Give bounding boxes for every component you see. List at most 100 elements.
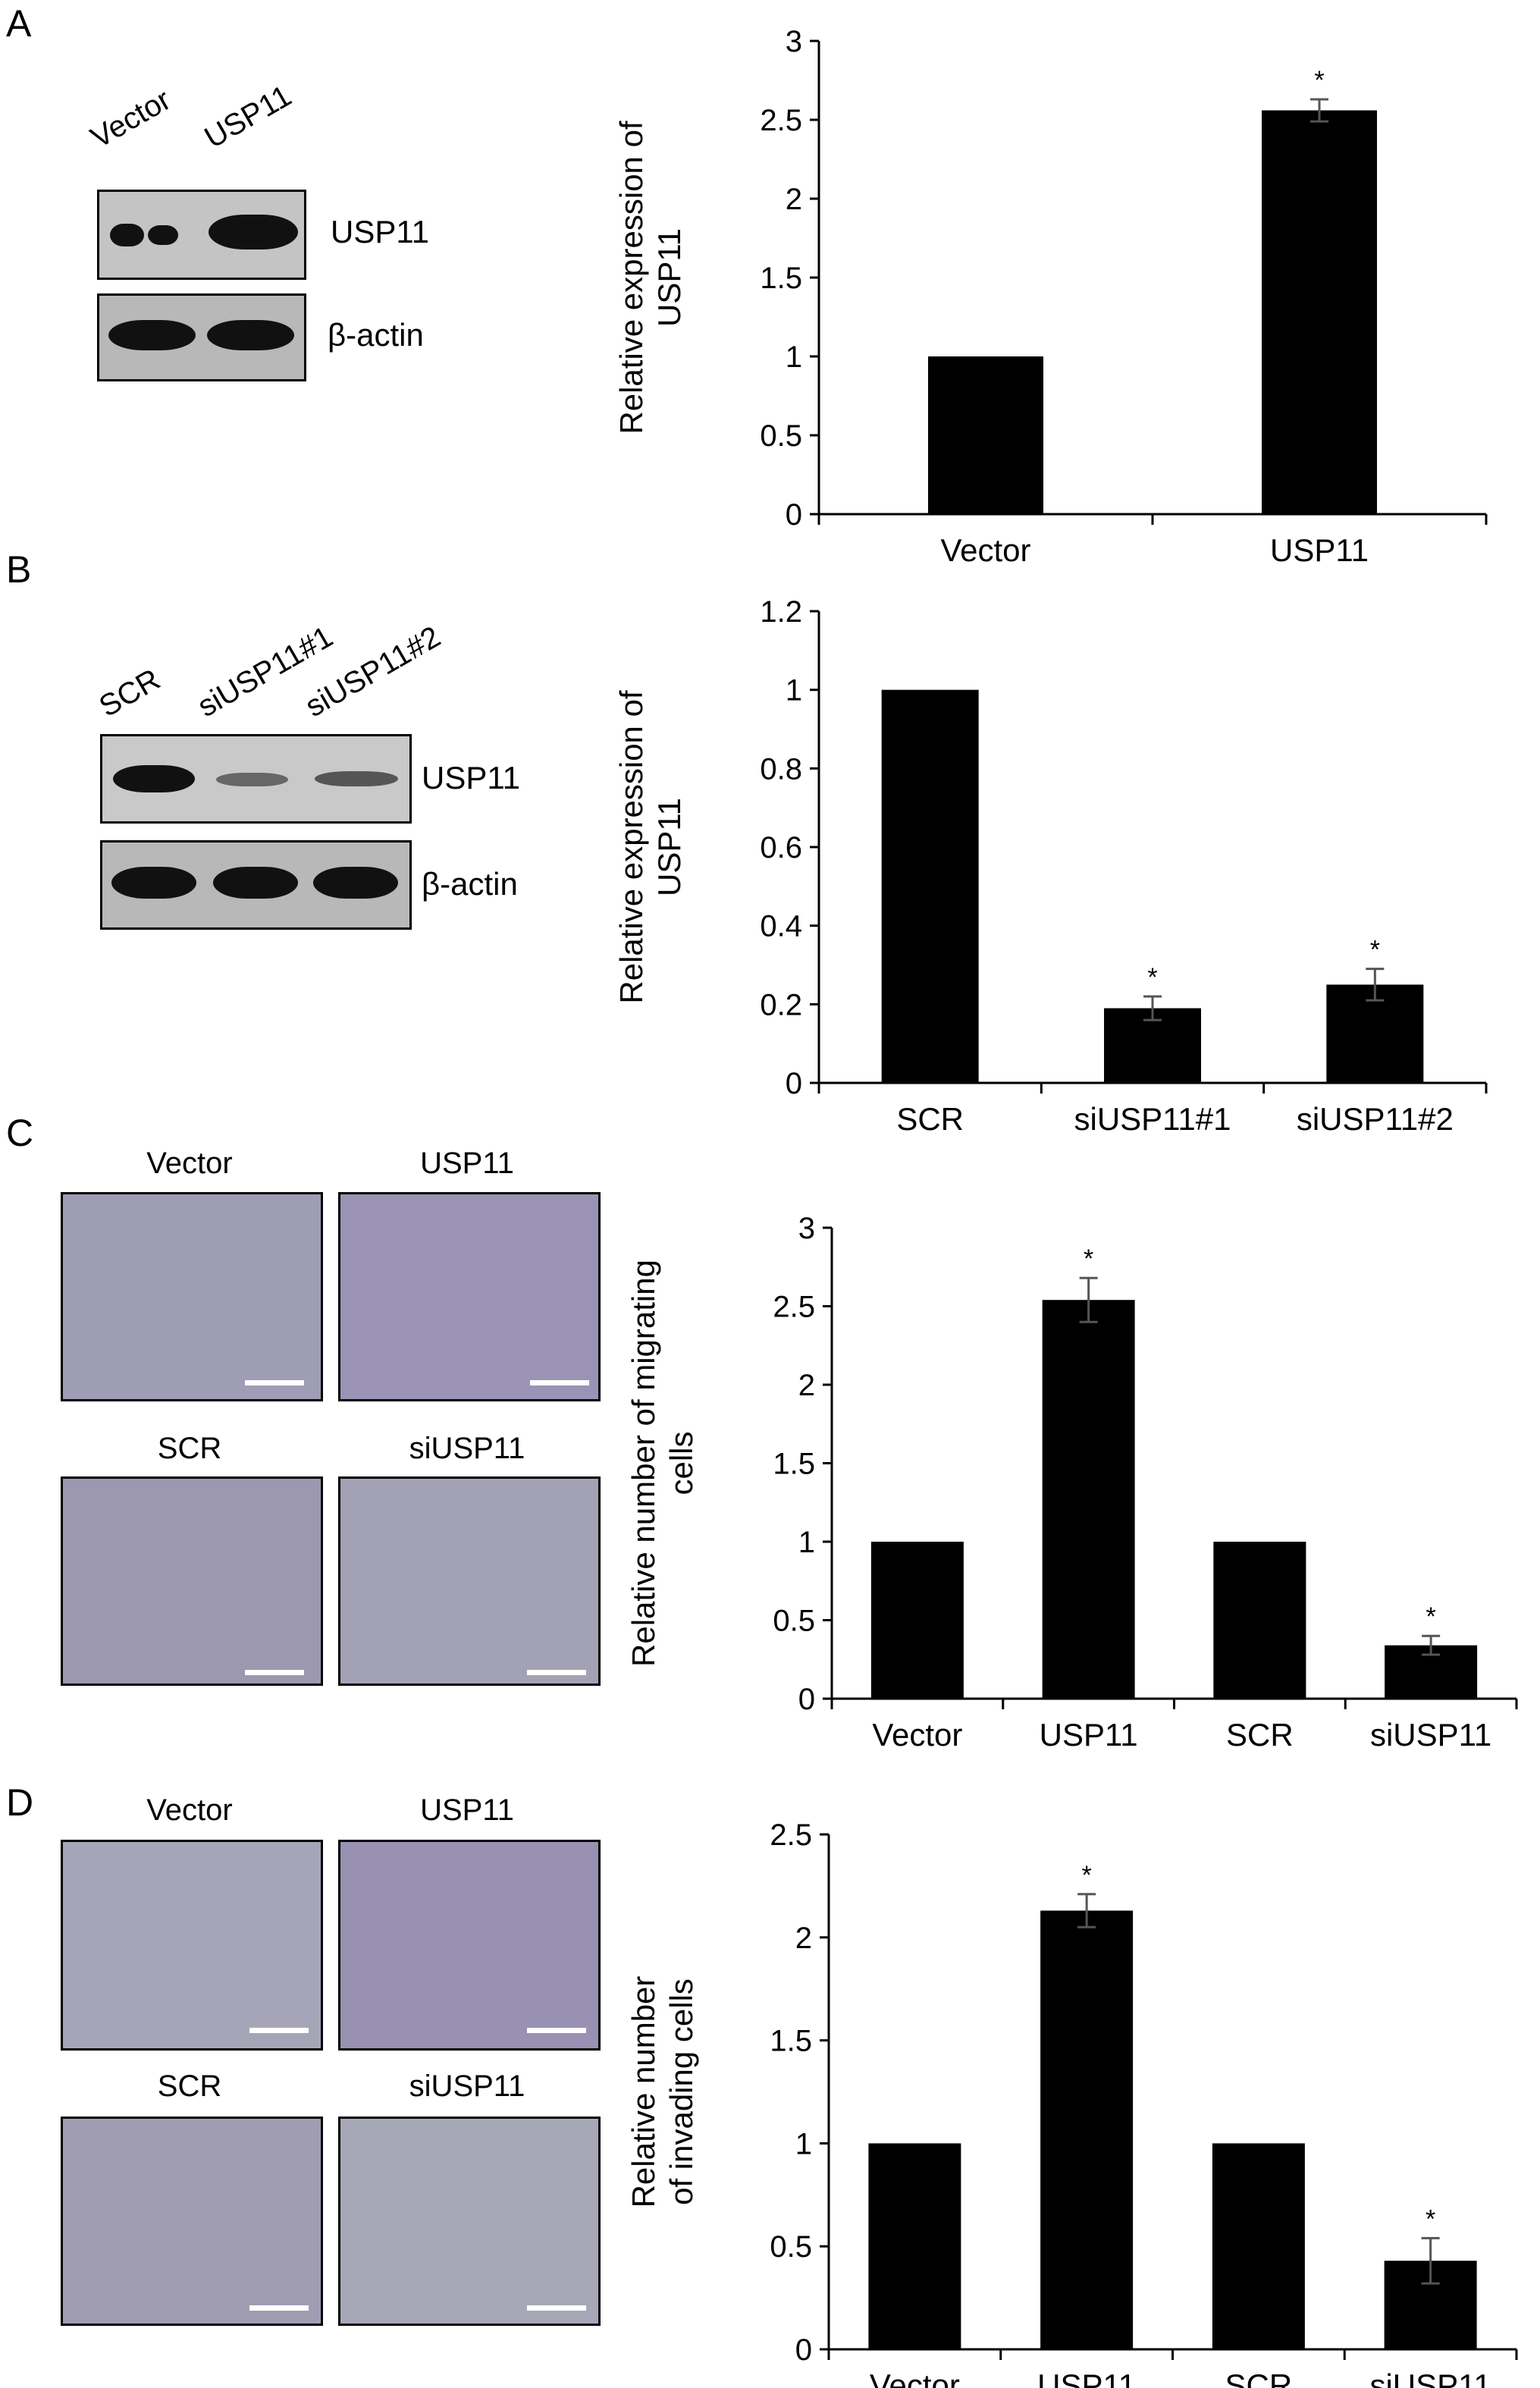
scale-bar <box>249 2028 309 2033</box>
y-tick-label: 1 <box>786 340 802 374</box>
significance-marker: * <box>1426 2204 1435 2233</box>
blot-band <box>313 867 398 899</box>
x-tick-label: USP11 <box>1040 1717 1138 1753</box>
y-axis-label: USP11 <box>651 228 687 327</box>
micrograph-d-vector <box>61 1840 323 2051</box>
x-tick-label: Vector <box>940 532 1030 568</box>
y-tick-label: 2 <box>786 183 802 216</box>
y-axis-label: of invading cells <box>663 1978 699 2205</box>
blot-band <box>315 771 398 786</box>
scale-bar <box>245 1670 304 1675</box>
micrograph-label: USP11 <box>420 1793 514 1827</box>
micrograph-label: SCR <box>157 1432 222 1465</box>
chart-c: 0 0.5 1 1.5 2 2.5 3 Vector * USP11 SCR * siUSP11 Rela… <box>626 1212 1518 1753</box>
blot-band <box>108 320 196 350</box>
micrograph-c-scr <box>61 1476 323 1686</box>
significance-marker: * <box>1426 1602 1436 1631</box>
y-tick-label: 1 <box>798 1526 815 1559</box>
micrograph-label: siUSP11 <box>409 1432 525 1465</box>
panel-letter-c: C <box>6 1112 34 1154</box>
micrograph-c-usp11 <box>338 1192 601 1401</box>
x-tick-label: Vector <box>870 2368 960 2388</box>
y-tick-label: 1 <box>786 674 802 708</box>
y-tick-label: 1 <box>795 2127 812 2160</box>
x-tick-label: siUSP11#1 <box>1074 1101 1231 1137</box>
micrograph-label: Vector <box>146 1793 233 1827</box>
y-tick-label: 2 <box>795 1922 812 1955</box>
blot-b-protein-label: USP11 <box>422 760 520 795</box>
y-axis-label: Relative number <box>626 1976 661 2208</box>
micrograph-d-usp11 <box>338 1840 601 2051</box>
blot-band <box>111 867 196 899</box>
x-tick-label: siUSP11#2 <box>1297 1101 1454 1137</box>
micrograph-d-scr <box>61 2117 323 2326</box>
scale-bar <box>527 2028 586 2033</box>
micrograph-c-vector <box>61 1192 323 1401</box>
blot-b-protein-label: β-actin <box>422 866 518 902</box>
significance-marker: * <box>1314 66 1324 95</box>
y-axis-label: Relative expression of <box>613 690 649 1004</box>
blot-band <box>110 224 144 246</box>
x-tick-label: USP11 <box>1270 532 1369 568</box>
x-tick-label: SCR <box>1225 2368 1293 2388</box>
blot-band <box>213 867 298 899</box>
x-tick-label: siUSP11 <box>1369 2368 1491 2388</box>
y-tick-label: 0 <box>786 1067 802 1100</box>
significance-marker: * <box>1147 963 1157 992</box>
y-tick-label: 1.2 <box>760 595 802 629</box>
y-tick-label: 0 <box>798 1683 815 1716</box>
y-tick-label: 0.5 <box>773 1605 815 1638</box>
micrograph-d-siusp11 <box>338 2117 601 2326</box>
panel-letter-d: D <box>6 1781 34 1824</box>
y-tick-label: 0 <box>795 2333 812 2367</box>
significance-marker: * <box>1084 1244 1093 1273</box>
y-tick-label: 0.5 <box>770 2230 812 2264</box>
y-tick-label: 2.5 <box>773 1291 815 1324</box>
y-tick-label: 0 <box>786 498 802 532</box>
scale-bar <box>527 2305 586 2311</box>
blot-band <box>148 225 178 245</box>
scale-bar <box>249 2305 309 2311</box>
y-tick-label: 2 <box>798 1369 815 1402</box>
micrograph-label: Vector <box>146 1147 233 1180</box>
y-tick-label: 3 <box>786 25 802 58</box>
bar <box>1212 2143 1305 2349</box>
bar <box>1040 1910 1134 2349</box>
chart-b: 0 0.2 0.4 0.6 0.8 1 1.2 SCR * siUSP11#1 * siUSP11#2… <box>613 595 1488 1137</box>
blot-band <box>207 320 294 350</box>
y-tick-label: 1.5 <box>760 262 802 295</box>
bar <box>1213 1542 1306 1699</box>
micrograph-label: SCR <box>157 2069 222 2103</box>
blot-a-protein-label: β-actin <box>328 317 424 353</box>
y-axis-label: cells <box>663 1431 699 1495</box>
y-tick-label: 2.5 <box>770 1818 812 1852</box>
significance-marker: * <box>1370 936 1380 965</box>
x-tick-label: SCR <box>896 1101 964 1137</box>
micrograph-label: siUSP11 <box>409 2069 525 2103</box>
blot-b-usp11 <box>100 734 412 824</box>
blot-a-usp11 <box>97 190 306 280</box>
blot-band <box>113 765 195 792</box>
scale-bar <box>527 1670 586 1675</box>
y-tick-label: 3 <box>798 1212 815 1245</box>
x-tick-label: SCR <box>1226 1717 1294 1753</box>
x-tick-label: USP11 <box>1037 2368 1136 2388</box>
y-tick-label: 0.6 <box>760 831 802 865</box>
bar <box>1042 1300 1135 1699</box>
panel-letter-b: B <box>6 548 32 591</box>
y-tick-label: 0.4 <box>760 910 802 943</box>
y-axis-label: Relative number of migrating <box>626 1260 661 1667</box>
micrograph-label: USP11 <box>420 1147 514 1180</box>
y-tick-label: 0.5 <box>760 419 802 453</box>
y-axis-label: Relative expression of <box>613 121 649 435</box>
blot-band <box>209 215 298 249</box>
bar <box>928 356 1043 514</box>
blot-a-protein-label: USP11 <box>331 214 429 249</box>
y-tick-label: 0.8 <box>760 752 802 786</box>
bar <box>881 689 979 1083</box>
scale-bar <box>530 1380 589 1385</box>
y-tick-label: 0.2 <box>760 988 802 1021</box>
x-tick-label: Vector <box>872 1717 962 1753</box>
